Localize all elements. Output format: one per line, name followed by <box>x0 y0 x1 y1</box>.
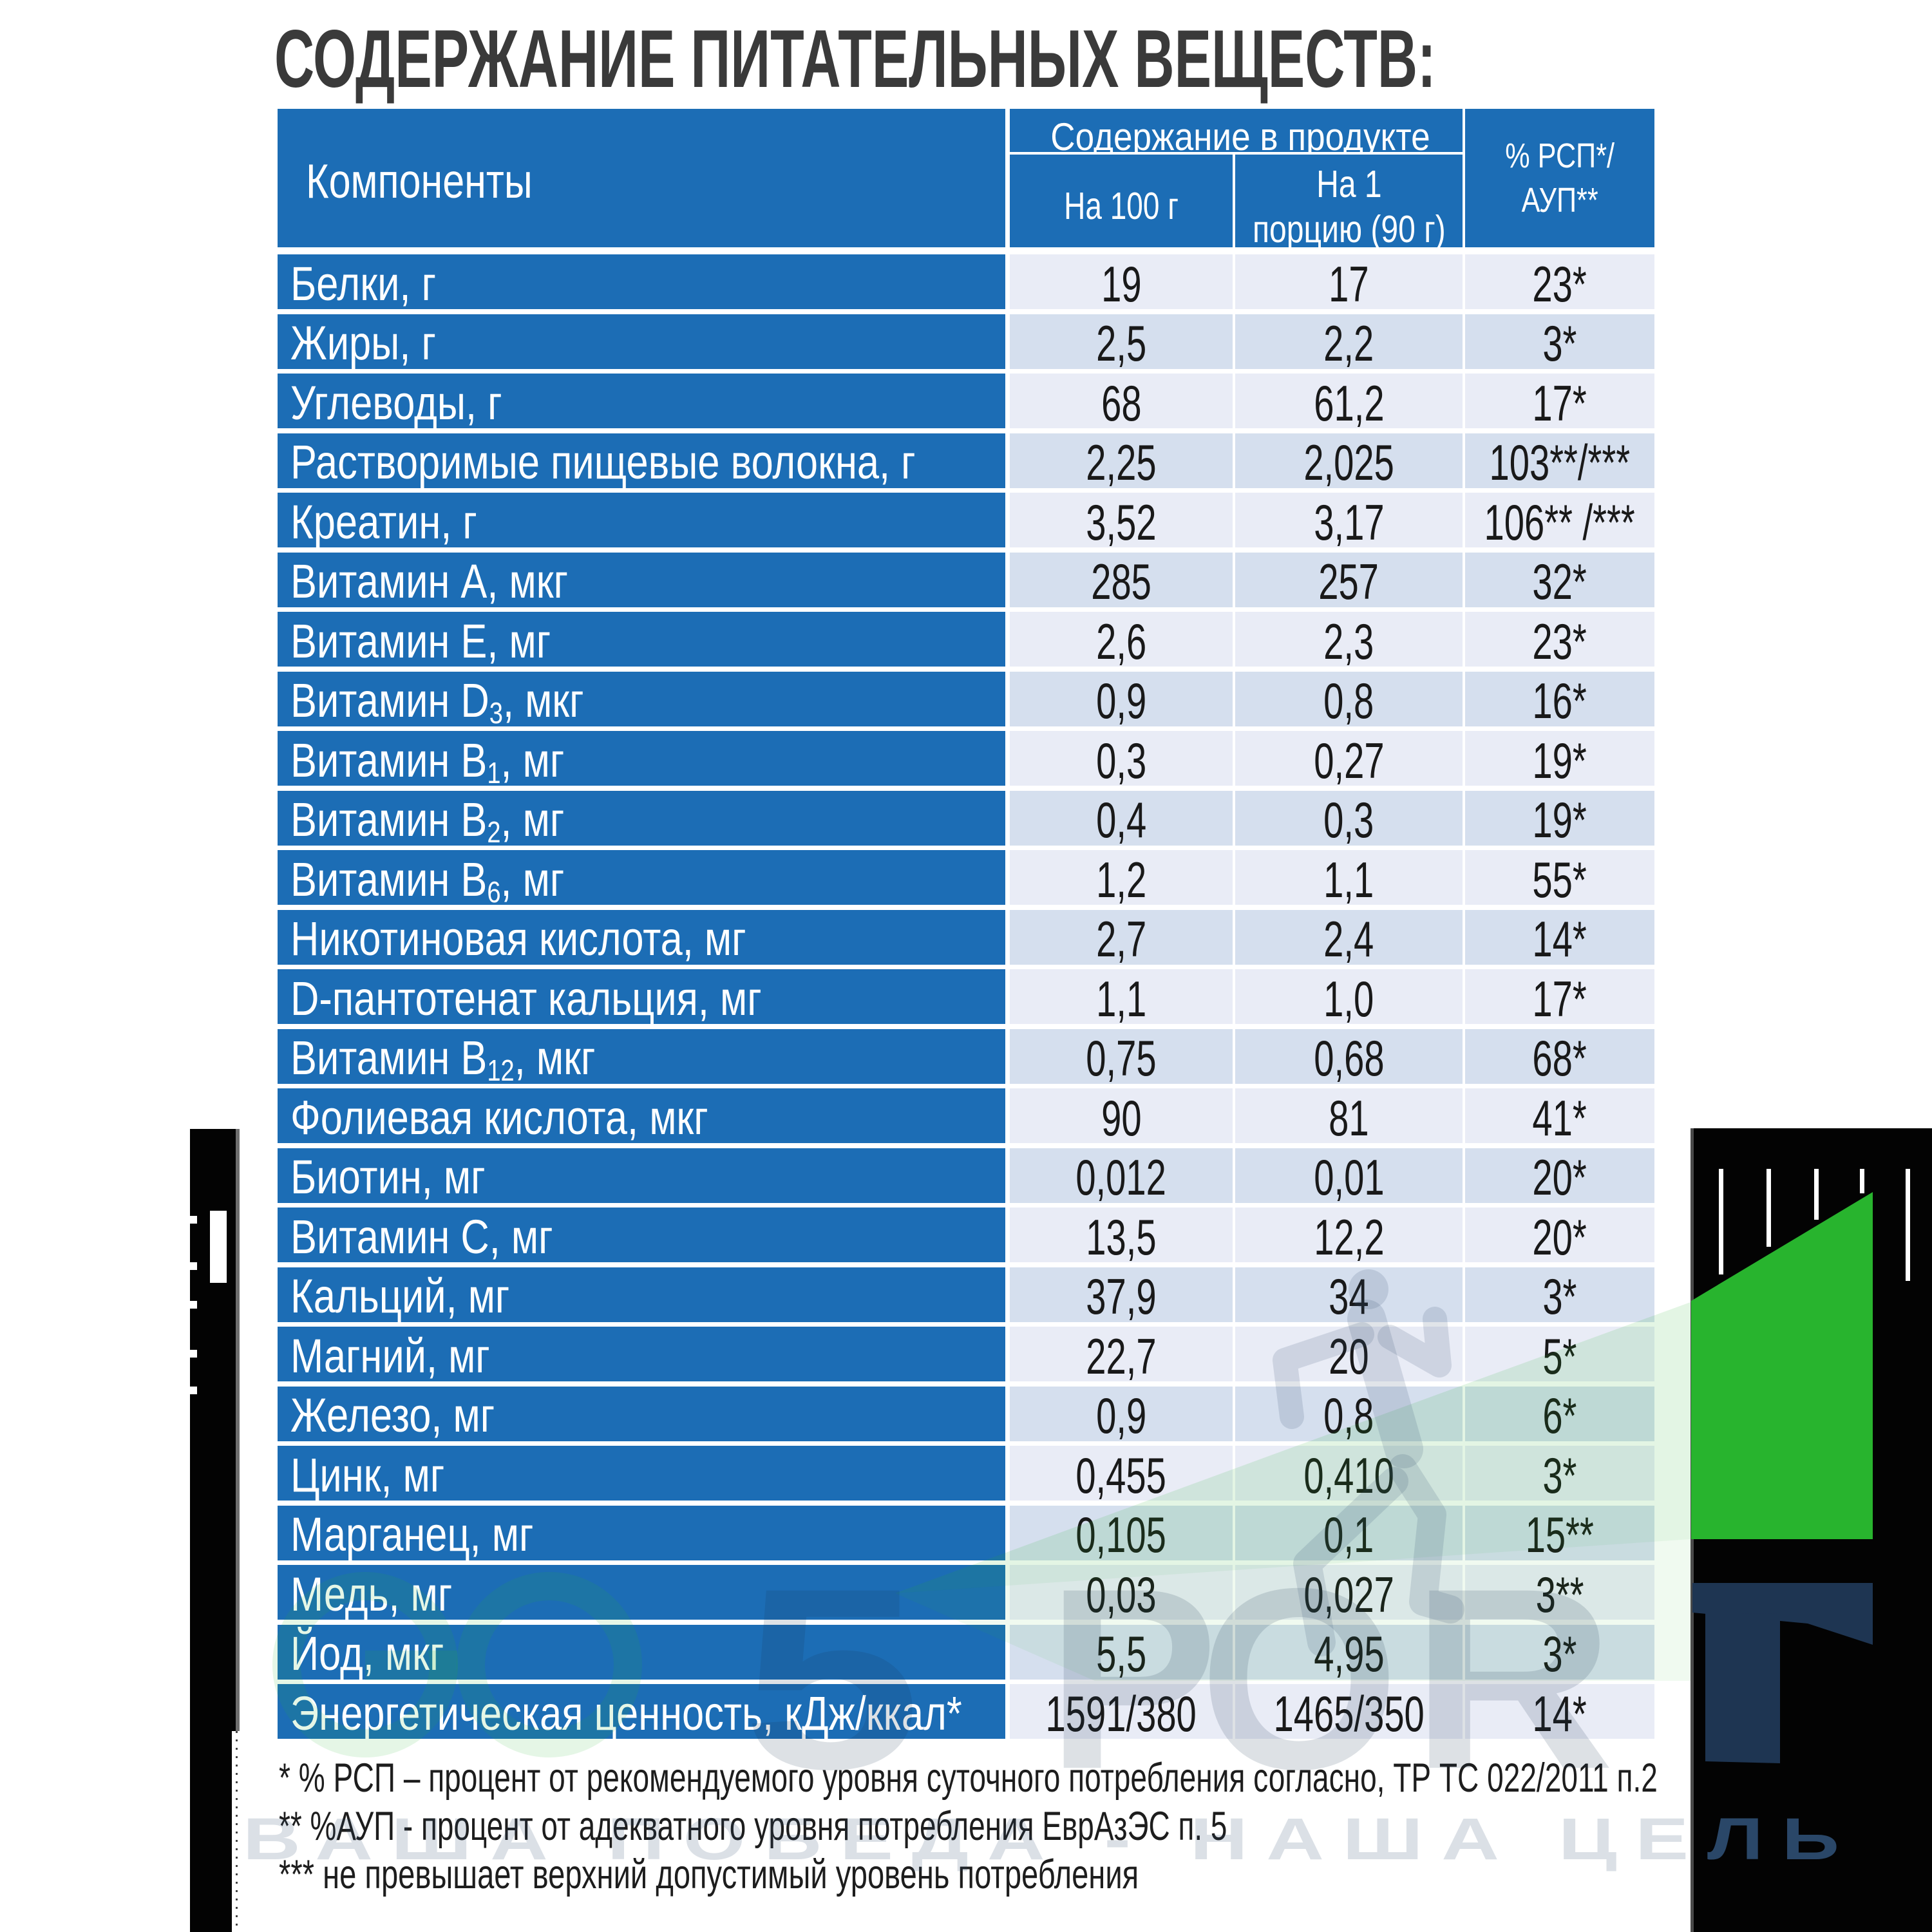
svg-text:ВАША ПОБЕДА - НАША ЦЕЛЬ: ВАША ПОБЕДА - НАША ЦЕЛЬ <box>1690 1806 1839 1873</box>
